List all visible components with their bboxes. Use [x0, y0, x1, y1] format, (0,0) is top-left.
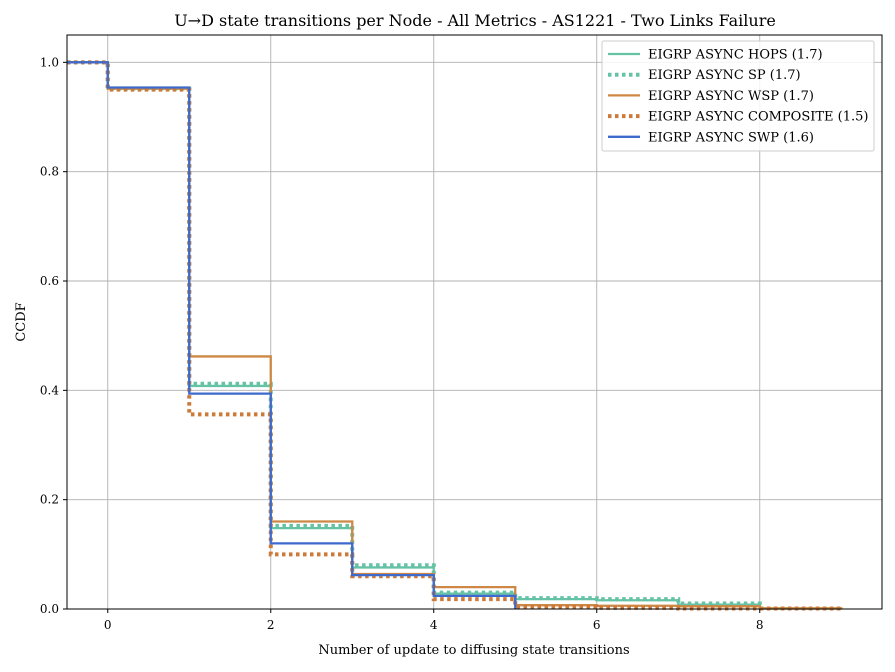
y-tick-label: 0.0 [40, 602, 59, 616]
x-tick-label: 6 [593, 618, 601, 632]
series-line-5 [67, 61, 517, 609]
x-tick-label: 4 [430, 618, 438, 632]
y-tick-label: 0.8 [40, 165, 59, 179]
legend-entry-label: EIGRP ASYNC WSP (1.7) [648, 89, 814, 104]
axes-frame [66, 34, 883, 610]
x-tick-label: 8 [756, 618, 764, 632]
y-axis-label: CCDF [14, 302, 29, 341]
legend-entry-label: EIGRP ASYNC SWP (1.6) [648, 130, 814, 145]
legend-frame [601, 40, 875, 152]
tick-layer: 0 2 4 6 8 0.0 0.2 0.4 0.6 0.8 1.0 [40, 55, 764, 632]
legend-entry-label: EIGRP ASYNC SP (1.7) [648, 68, 801, 83]
series-layer [67, 60, 844, 611]
y-tick-label: 1.0 [40, 55, 59, 69]
y-tick-label: 0.2 [40, 493, 59, 507]
y-tick-label: 0.4 [40, 383, 59, 397]
y-tick-label: 0.6 [40, 274, 59, 288]
x-axis-label: Number of update to diffusing state tran… [318, 643, 629, 658]
legend-entry-label: EIGRP ASYNC COMPOSITE (1.5) [648, 110, 868, 125]
x-tick-label: 2 [267, 618, 275, 632]
legend-entry-label: EIGRP ASYNC HOPS (1.7) [648, 48, 823, 63]
legend: EIGRP ASYNC HOPS (1.7) EIGRP ASYNC SP (1.… [601, 40, 875, 152]
x-tick-label: 0 [104, 618, 112, 632]
chart-title: U→D state transitions per Node - All Met… [174, 11, 776, 30]
